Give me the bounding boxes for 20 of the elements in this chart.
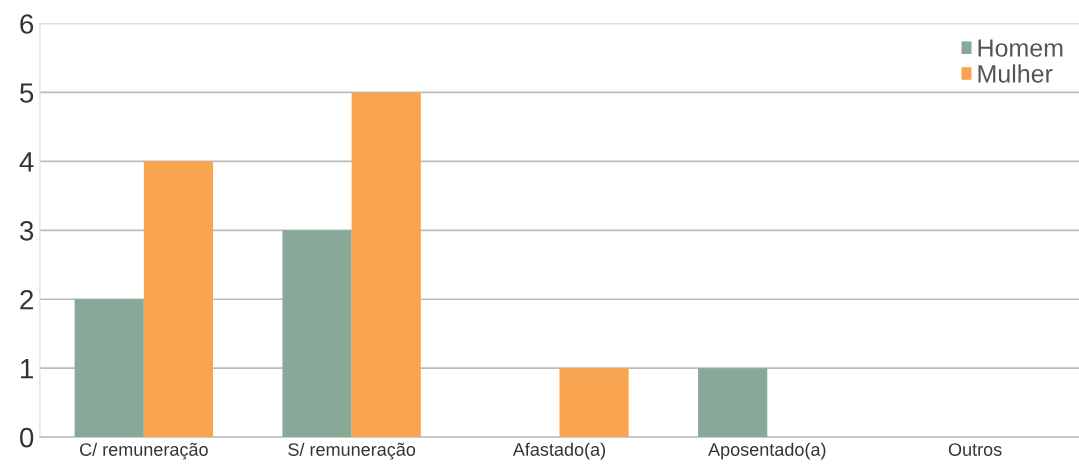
x-tick-label: Outros — [948, 443, 1002, 456]
bar — [698, 368, 768, 438]
legend-label: Mulher — [978, 64, 1053, 83]
legend-label: Homem — [978, 39, 1063, 57]
x-tick-label: S/ remuneração — [288, 442, 416, 460]
bar — [559, 368, 629, 438]
bar — [74, 299, 144, 438]
x-tick-label: Afastado(a) — [512, 442, 606, 460]
y-tick-label: 5 — [20, 83, 34, 103]
bar — [351, 92, 421, 438]
y-tick-label: 4 — [19, 152, 34, 172]
y-tick-label: 0 — [20, 427, 34, 448]
y-tick-label: 6 — [20, 14, 34, 34]
bar — [282, 230, 352, 438]
y-tick-label: 1 — [21, 359, 34, 379]
bar — [143, 161, 214, 438]
x-tick-label: C/ remuneração — [80, 442, 208, 460]
y-tick-label: 3 — [19, 220, 34, 241]
x-tick-label: Aposentado(a) — [708, 442, 826, 460]
y-tick-label: 2 — [20, 289, 33, 310]
